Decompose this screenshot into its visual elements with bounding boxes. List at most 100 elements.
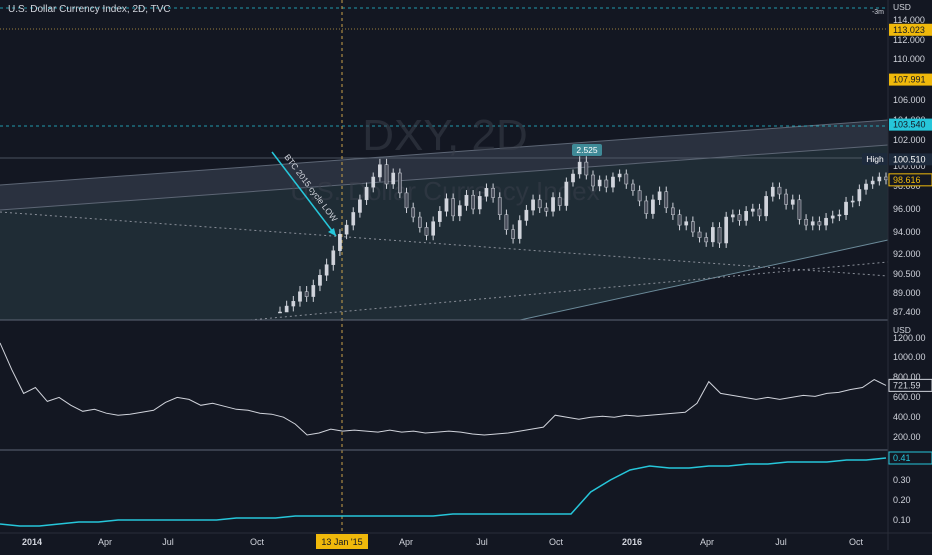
price-axis-main: 114.000112.000110.000106.000104.000102.0…: [888, 15, 932, 317]
pane2-last-value: 721.59: [893, 380, 921, 390]
candle-body: [404, 192, 409, 209]
high-label: High: [866, 154, 884, 164]
candle-body: [824, 217, 828, 226]
price-tag-box: [889, 23, 932, 36]
price-tag-box: [889, 73, 932, 86]
candle-body: [604, 179, 609, 188]
price-tag-label: 107.991: [893, 75, 926, 85]
pane2-tick-label: 1200.00: [893, 333, 926, 343]
candle-body: [737, 214, 742, 221]
channel-lower-line: [519, 239, 889, 321]
candle-body: [497, 197, 502, 215]
top-tag: -3m: [872, 9, 884, 16]
pane3-tick-label: 0.20: [893, 495, 911, 505]
candle-body: [517, 220, 522, 239]
channel-top-line: [0, 119, 889, 186]
candle-body: [451, 198, 455, 217]
price-tick-label: 87.400: [893, 307, 921, 317]
candle-body: [424, 227, 429, 236]
arrow-head: [328, 228, 336, 236]
candle-body: [457, 205, 462, 217]
pane2-tick-label: 800.00: [893, 372, 921, 382]
candle-body: [351, 212, 356, 226]
usd-line-series: [0, 342, 887, 436]
candle-body: [391, 172, 396, 185]
candle-body: [564, 181, 569, 206]
candle-body: [784, 193, 788, 205]
time-axis-label: 2014: [22, 537, 42, 547]
price-tick-label: 100.000: [893, 161, 926, 171]
candle-body: [304, 291, 309, 297]
candle-body: [504, 214, 509, 230]
candle-body: [697, 231, 702, 238]
candle-body: [331, 250, 336, 265]
candle-body: [371, 176, 376, 188]
btc-low-arrow: [271, 151, 337, 237]
candle-body: [278, 311, 282, 314]
time-axis-label: Jul: [476, 537, 488, 547]
candle-body: [311, 285, 316, 297]
pane2-tick-label: 400.00: [893, 412, 921, 422]
candle-body: [544, 207, 549, 212]
candle-body: [691, 221, 695, 233]
price-tick-label: 89.000: [893, 288, 921, 298]
candle-body: [318, 275, 322, 286]
candle-body: [770, 186, 775, 197]
channel-upper-band: [0, 120, 888, 210]
candle-body: [850, 200, 855, 203]
chart-header: U.S. Dollar Currency Index, 2D, TVC: [8, 4, 171, 15]
pane3-tick-label: 0.10: [893, 515, 911, 525]
high-label-box: [862, 153, 888, 165]
candle-body: [511, 229, 515, 239]
candle-body: [537, 199, 542, 209]
price-axis-pane2: 1200.00 1000.00 800.00 600.00 400.00 200.00 72…: [888, 333, 932, 442]
time-axis-label: Jul: [775, 537, 787, 547]
price-tag-label: 113.023: [893, 25, 925, 35]
time-axis-label: Apr: [98, 537, 112, 547]
candle-body: [484, 188, 489, 197]
candle-body: [571, 173, 575, 183]
candle-body: [744, 211, 749, 221]
candle-body: [324, 264, 329, 276]
candle-body: [750, 208, 755, 212]
pane2-tick-label: 600.00: [893, 392, 921, 402]
candle-body: [378, 164, 382, 178]
price-tag-label: 98.616: [893, 175, 921, 185]
candle-body: [711, 227, 715, 243]
candle-body: [531, 199, 535, 211]
price-tick-label: 114.000: [893, 15, 925, 25]
candle-body: [671, 207, 675, 216]
pane2-tick-label: 1000.00: [893, 352, 926, 362]
candle-body: [471, 194, 475, 210]
price-tag-label: 100.510: [893, 154, 926, 164]
time-axis-label: 2016: [622, 537, 642, 547]
price-tick-label: 112.000: [893, 35, 925, 45]
date-marker-label: 13 Jan '15: [321, 537, 362, 547]
candle-body: [724, 216, 729, 244]
unit-label-main: USD: [893, 2, 911, 12]
candle-body: [684, 221, 689, 226]
candle-body: [477, 196, 482, 210]
candle-body: [591, 174, 595, 187]
time-axis-label: Jul: [162, 537, 174, 547]
candle-body: [857, 189, 862, 202]
candle-body: [877, 176, 882, 182]
channel-inner-line: [0, 144, 889, 211]
time-axis-label: Oct: [549, 537, 564, 547]
time-axis-label: Apr: [700, 537, 714, 547]
candle-body: [611, 176, 615, 188]
price-axis-pane3: 0.30 0.20 0.10 0.41: [888, 451, 932, 525]
candle-body: [344, 224, 349, 235]
candle-body: [870, 180, 875, 185]
pane3-tick-label: 0.30: [893, 475, 911, 485]
candle-body: [864, 183, 868, 190]
candle-body: [577, 161, 582, 175]
candle-body: [417, 216, 422, 228]
candle-body: [830, 215, 835, 219]
candle-body: [444, 198, 449, 212]
candle-body: [398, 172, 402, 194]
candle-body: [597, 179, 602, 187]
candle-body: [358, 199, 362, 213]
